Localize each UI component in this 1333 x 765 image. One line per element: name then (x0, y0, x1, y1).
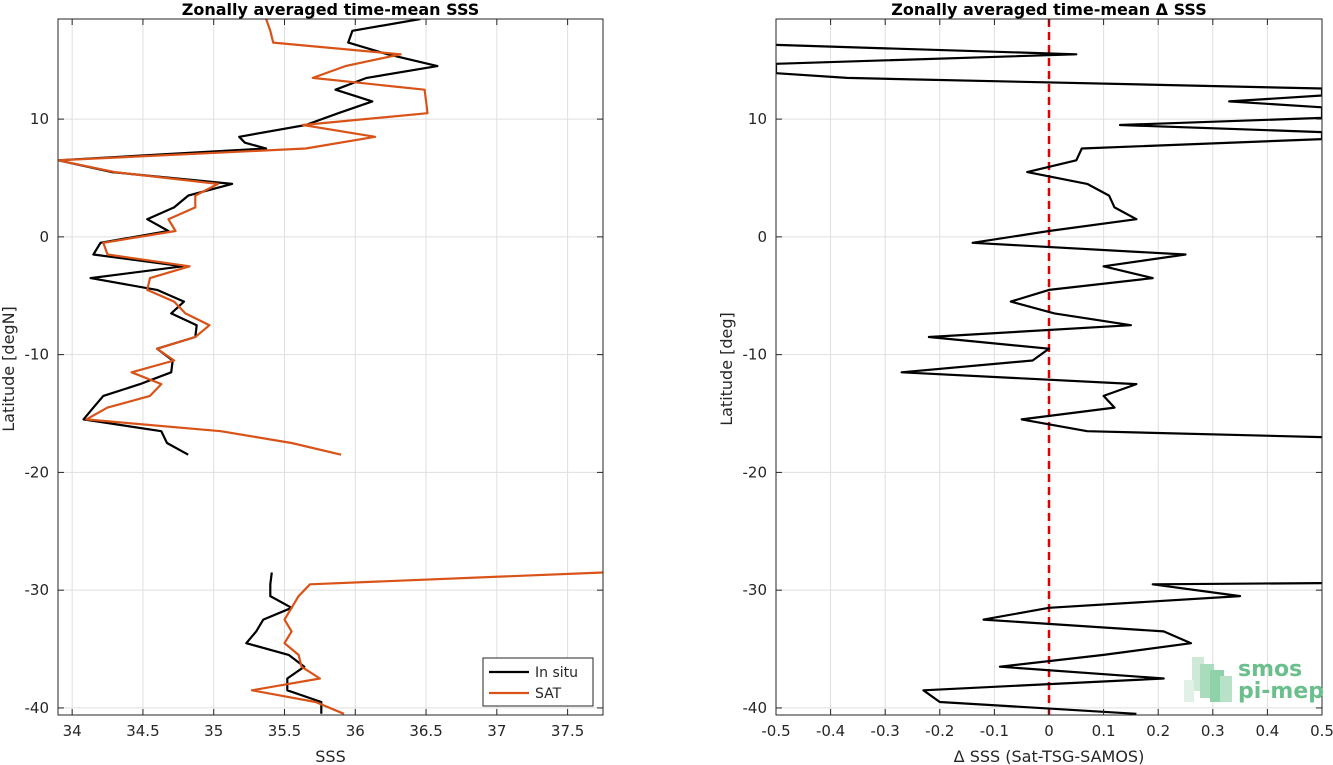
y-tick-label: -30 (25, 581, 50, 599)
x-tick-label: -0.3 (871, 722, 900, 740)
smos-pi-mep-logo: smos pi-mep (1184, 657, 1324, 704)
y-tick-label: 0 (757, 228, 767, 246)
x-tick-label: 36.5 (409, 722, 442, 740)
y-tick-label: -40 (743, 699, 768, 717)
y-tick-label: 10 (30, 110, 49, 128)
series-line-delta-sss (776, 43, 1322, 715)
plot-lines (58, 19, 603, 715)
legend: In situ SAT (482, 657, 594, 707)
x-tick-label: -0.4 (816, 722, 845, 740)
y-tick-label: -20 (743, 463, 768, 481)
x-tick-label: 36 (346, 722, 365, 740)
x-tick-label: 35.5 (268, 722, 301, 740)
y-axis-label: Latitude [deg] (717, 312, 736, 426)
y-tick-label: -30 (743, 581, 768, 599)
y-axis-label: Latitude [degN] (0, 306, 18, 432)
chart-title: Zonally averaged time-mean Δ SSS (891, 0, 1207, 19)
x-tick-label: 37 (487, 722, 506, 740)
left-panel-sss: 34 34.5 35 35.5 36 36.5 37 37.5 -40 -30 -20 -10 0 10 Z… (0, 0, 604, 765)
y-tick-label: -20 (25, 463, 50, 481)
logo-mark (1184, 657, 1232, 702)
x-tick-label: 0.5 (1310, 722, 1333, 740)
x-axis-label: SSS (315, 747, 345, 765)
right-panel-delta-sss: -0.5 -0.4 -0.3 -0.2 -0.1 0 0.1 0.2 0.3 0.4 0.5 -40 -… (717, 0, 1333, 765)
y-tick-label: -40 (25, 699, 50, 717)
logo-text-pi-mep: pi-mep (1238, 679, 1324, 704)
chart-title: Zonally averaged time-mean SSS (182, 0, 480, 19)
y-tick-label: 0 (39, 228, 49, 246)
y-tick-label: 10 (748, 110, 767, 128)
x-tick-label: 0.1 (1092, 722, 1116, 740)
legend-box (482, 657, 594, 707)
x-tick-label: 0.4 (1255, 722, 1279, 740)
x-tick-label: 37.5 (551, 722, 584, 740)
x-tick-label: 35 (204, 722, 223, 740)
x-tick-label: -0.1 (980, 722, 1009, 740)
x-tick-label: 34 (63, 722, 82, 740)
x-tick-label: -0.5 (761, 722, 790, 740)
legend-label: In situ (535, 665, 578, 681)
x-tick-label: -0.2 (925, 722, 954, 740)
x-axis-label: Δ SSS (Sat-TSG-SAMOS) (954, 747, 1145, 765)
axes-box (57, 18, 604, 716)
x-tick-label: 0 (1044, 722, 1054, 740)
x-tick-label: 34.5 (126, 722, 159, 740)
y-tick-label: -10 (25, 346, 50, 364)
series-line-sat (58, 19, 603, 715)
x-tick-label: 0.3 (1201, 722, 1225, 740)
logo-text-smos: smos (1238, 657, 1302, 682)
y-tick-label: -10 (743, 346, 768, 364)
legend-label: SAT (535, 686, 562, 702)
x-tick-label: 0.2 (1146, 722, 1170, 740)
plot-lines (776, 19, 1322, 715)
